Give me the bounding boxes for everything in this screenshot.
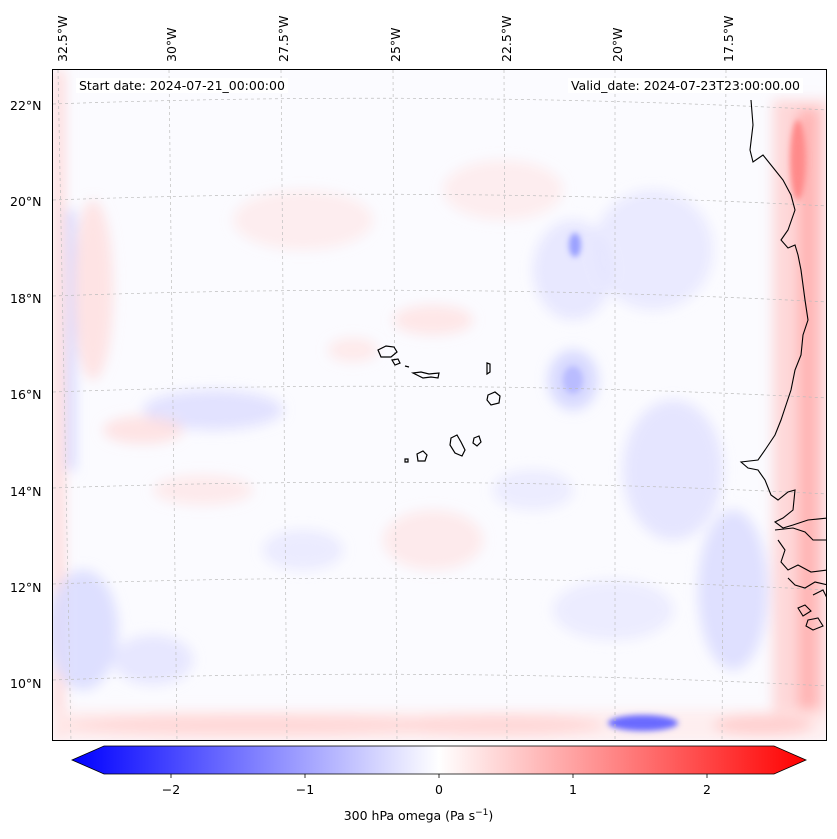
- island-brava: [404, 458, 409, 463]
- lat-label-10n: 10°N: [10, 676, 42, 691]
- island-boa-vista: [486, 391, 501, 406]
- colorbar-tick-label: 0: [435, 782, 443, 797]
- colorbar-gradient: [71, 745, 807, 775]
- island-maio: [472, 435, 482, 447]
- colorbar-tick-label: 1: [569, 782, 577, 797]
- lat-label-14n: 14°N: [10, 484, 42, 499]
- start-date-label: Start date: 2024-07-21_00:00:00: [76, 78, 288, 93]
- lon-label-32-5w: 32.5°W: [55, 15, 70, 62]
- island-fogo: [416, 450, 428, 462]
- africa-coastline: [739, 99, 826, 631]
- colorbar-tick-label: −2: [162, 782, 180, 797]
- lon-label-22-5w: 22.5°W: [499, 15, 514, 62]
- island-santa-luzia: [404, 365, 410, 368]
- lon-label-17-5w: 17.5°W: [721, 15, 736, 62]
- lat-label-22n: 22°N: [10, 98, 42, 113]
- map-canvas: [53, 70, 826, 740]
- graticule: [53, 70, 826, 740]
- lat-label-20n: 20°N: [10, 194, 42, 209]
- lon-label-20w: 20°W: [610, 27, 625, 62]
- lat-label-16n: 16°N: [10, 387, 42, 402]
- omega-field: [53, 70, 826, 740]
- omega-map: Start date: 2024-07-21_00:00:00 Valid_da…: [52, 69, 827, 741]
- cape-verde-islands: [377, 345, 501, 463]
- colorbar: −2 −1 0 1 2: [71, 745, 807, 797]
- colorbar-tick-label: 2: [703, 782, 711, 797]
- lon-label-25w: 25°W: [388, 27, 403, 62]
- lat-label-12n: 12°N: [10, 580, 42, 595]
- island-sao-vicente: [391, 358, 401, 366]
- lon-label-30w: 30°W: [164, 27, 179, 62]
- colorbar-tick-label: −1: [296, 782, 314, 797]
- lat-label-18n: 18°N: [10, 291, 42, 306]
- island-santiago: [449, 434, 466, 457]
- valid-date-label: Valid_date: 2024-07-23T23:00:00.00: [567, 78, 803, 93]
- lon-label-27-5w: 27.5°W: [276, 15, 291, 62]
- island-sal: [486, 362, 491, 376]
- omega-field-strong: [563, 120, 806, 731]
- island-sao-nicolau: [410, 371, 440, 379]
- colorbar-label: 300 hPa omega (Pa s−1): [343, 808, 494, 824]
- island-santo-antao: [377, 345, 398, 358]
